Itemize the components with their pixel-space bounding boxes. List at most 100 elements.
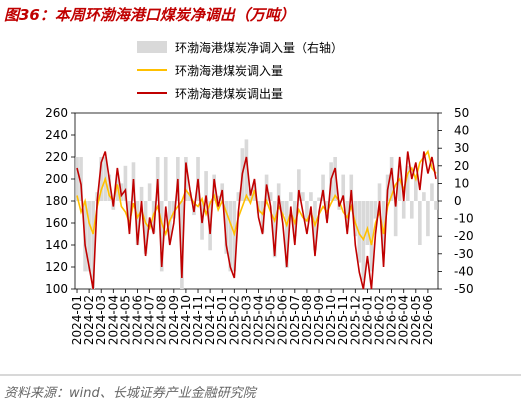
bar	[272, 201, 277, 258]
x-tick-label: 2024-08	[155, 295, 169, 345]
x-tick-label: 2025-02	[227, 295, 241, 345]
y-tick-label: 240	[45, 128, 68, 142]
y2-tick-label: 10	[454, 176, 469, 190]
bar	[301, 192, 305, 201]
chart-title: 图36：本周环渤海港口煤炭净调出（万吨）	[4, 6, 295, 24]
bar	[139, 186, 144, 201]
bar	[345, 201, 350, 228]
bar	[369, 201, 374, 272]
bar	[79, 157, 83, 201]
bar	[147, 183, 152, 201]
x-tick-label: 2024-04	[106, 295, 120, 345]
x-tick-label: 2024-03	[94, 295, 108, 345]
y-tick-label: 180	[45, 194, 68, 208]
x-tick-label: 2025-10	[324, 295, 338, 345]
bar	[236, 192, 241, 201]
bar	[414, 174, 418, 201]
x-tick-label: 2024-09	[167, 295, 181, 345]
x-tick-label: 2025-09	[312, 295, 326, 345]
bar	[422, 192, 426, 201]
x-tick-label: 2024-02	[82, 295, 96, 345]
bar	[365, 201, 370, 245]
x-tick-label: 2024-12	[203, 295, 217, 345]
bar	[381, 201, 386, 254]
bar	[418, 201, 422, 245]
bar	[405, 165, 410, 201]
bar	[317, 197, 321, 201]
bar	[309, 192, 313, 201]
legend-label: 环渤海港煤炭调出量	[175, 86, 283, 101]
bar	[172, 201, 176, 219]
y-tick-label: 220	[45, 150, 68, 164]
y-tick-label: 100	[45, 282, 68, 296]
x-tick-label: 2025-07	[288, 295, 302, 345]
bar	[135, 201, 140, 245]
x-tick-label: 2025-06	[276, 295, 290, 345]
line	[76, 151, 437, 290]
bar	[87, 201, 91, 272]
y-tick-label: 140	[45, 238, 68, 252]
bar	[305, 201, 309, 223]
bar	[426, 201, 430, 237]
y2-tick-label: -20	[454, 229, 474, 243]
source: 资料来源：wind、长城证券产业金融研究院	[4, 385, 258, 401]
bar	[393, 201, 398, 237]
bar	[373, 201, 378, 219]
y2-tick-label: 0	[454, 194, 462, 208]
bar	[430, 183, 434, 201]
bar	[180, 201, 184, 289]
bar	[143, 201, 148, 254]
bar	[228, 201, 233, 272]
bar	[159, 201, 164, 272]
bar	[288, 192, 293, 201]
x-tick-label: 2026-04	[397, 295, 411, 345]
bar	[268, 192, 273, 201]
bar	[333, 157, 337, 201]
legend-label: 环渤海港煤炭净调入量（右轴）	[175, 40, 343, 55]
bar	[99, 157, 104, 201]
bar	[204, 171, 208, 201]
bar	[244, 139, 249, 201]
x-tick-label: 2024-11	[191, 295, 205, 345]
bar	[280, 201, 285, 216]
bar	[353, 201, 358, 237]
x-tick-label: 2024-01	[70, 295, 84, 345]
x-tick-label: 2024-06	[131, 295, 145, 345]
bar	[325, 201, 329, 219]
x-tick-label: 2025-01	[215, 295, 229, 345]
bar	[107, 174, 112, 201]
x-tick-label: 2025-05	[264, 295, 278, 345]
y-tick-label: 200	[45, 172, 68, 186]
bar	[377, 183, 382, 201]
bar	[224, 201, 229, 254]
bar	[341, 174, 346, 201]
bar	[349, 174, 354, 201]
bar	[123, 165, 128, 201]
y2-tick-label: -30	[454, 247, 474, 261]
y-tick-label: 120	[45, 260, 68, 274]
bar	[293, 201, 297, 237]
x-tick-label: 2024-07	[143, 295, 157, 345]
x-tick-label: 2025-03	[239, 295, 253, 345]
bar	[297, 169, 301, 201]
bar	[284, 201, 289, 268]
bar	[127, 201, 132, 219]
bar	[434, 201, 438, 210]
y2-tick-label: -40	[454, 264, 474, 278]
bar	[321, 174, 325, 201]
y2-tick-label: 30	[454, 141, 469, 155]
bar	[276, 183, 281, 201]
bar	[75, 157, 79, 201]
bar	[91, 201, 95, 289]
x-tick-label: 2026-02	[373, 295, 387, 345]
bar	[389, 157, 394, 201]
bar	[409, 201, 414, 219]
y2-tick-label: -10	[454, 212, 474, 226]
y-tick-label: 260	[45, 106, 68, 120]
legend-swatch	[137, 41, 167, 53]
x-tick-label: 2025-04	[252, 295, 266, 345]
bar	[401, 201, 406, 219]
bar	[163, 157, 168, 201]
x-tick-label: 2024-10	[179, 295, 193, 345]
